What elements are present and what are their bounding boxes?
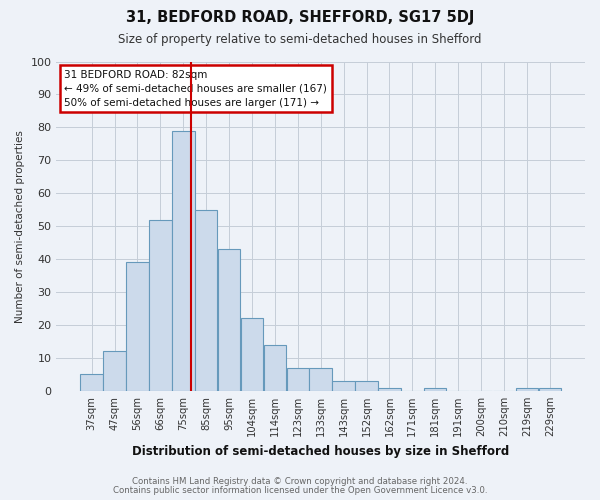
Bar bbox=[287, 368, 309, 391]
Text: Contains HM Land Registry data © Crown copyright and database right 2024.: Contains HM Land Registry data © Crown c… bbox=[132, 477, 468, 486]
Bar bbox=[80, 374, 103, 391]
Bar bbox=[172, 130, 194, 391]
Text: Contains public sector information licensed under the Open Government Licence v3: Contains public sector information licen… bbox=[113, 486, 487, 495]
Bar bbox=[539, 388, 561, 391]
Bar bbox=[332, 381, 355, 391]
Bar bbox=[103, 352, 126, 391]
X-axis label: Distribution of semi-detached houses by size in Shefford: Distribution of semi-detached houses by … bbox=[132, 444, 509, 458]
Text: 31 BEDFORD ROAD: 82sqm
← 49% of semi-detached houses are smaller (167)
50% of se: 31 BEDFORD ROAD: 82sqm ← 49% of semi-det… bbox=[64, 70, 327, 108]
Text: 31, BEDFORD ROAD, SHEFFORD, SG17 5DJ: 31, BEDFORD ROAD, SHEFFORD, SG17 5DJ bbox=[126, 10, 474, 25]
Bar bbox=[149, 220, 172, 391]
Bar bbox=[195, 210, 217, 391]
Bar bbox=[310, 368, 332, 391]
Bar bbox=[263, 345, 286, 391]
Bar bbox=[378, 388, 401, 391]
Y-axis label: Number of semi-detached properties: Number of semi-detached properties bbox=[15, 130, 25, 322]
Bar bbox=[515, 388, 538, 391]
Bar bbox=[424, 388, 446, 391]
Bar bbox=[241, 318, 263, 391]
Bar bbox=[218, 250, 241, 391]
Bar bbox=[126, 262, 149, 391]
Text: Size of property relative to semi-detached houses in Shefford: Size of property relative to semi-detach… bbox=[118, 32, 482, 46]
Bar bbox=[355, 381, 378, 391]
